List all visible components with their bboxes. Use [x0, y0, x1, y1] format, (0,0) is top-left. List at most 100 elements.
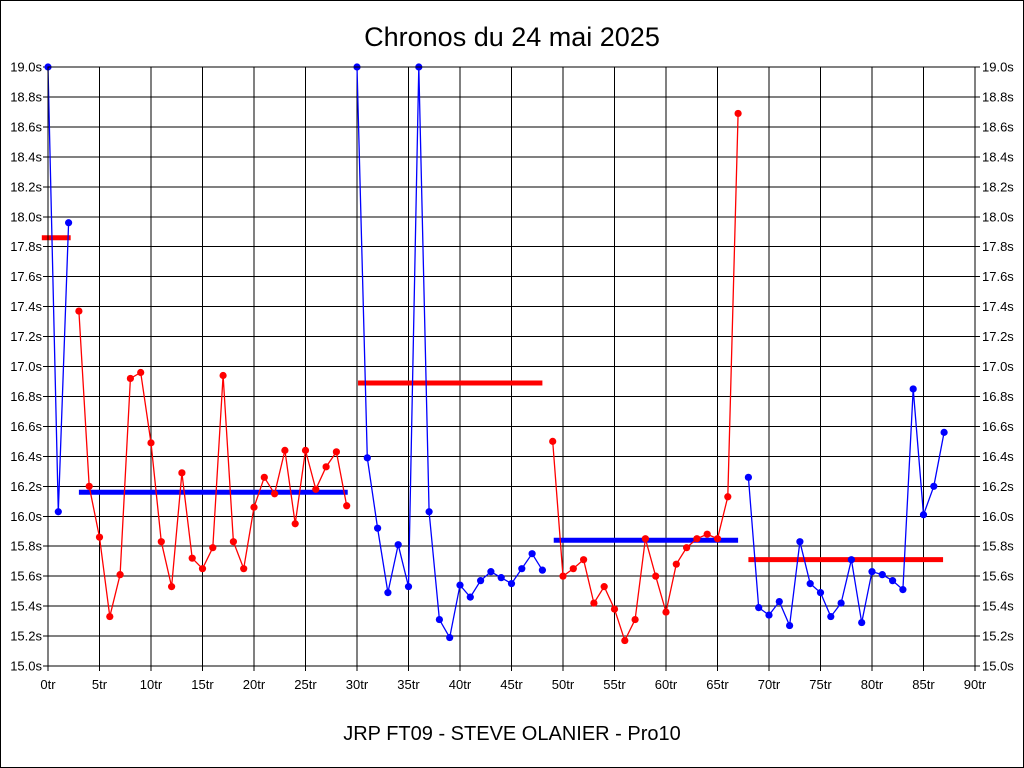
axis-labels-layer: 0tr 5tr 10tr 15tr 20tr 25tr 30tr 35tr 40tr 45tr 50… — [10, 60, 1014, 693]
lap-point — [343, 502, 351, 510]
x-axis-label: 15tr — [191, 677, 214, 692]
lap-point — [384, 589, 392, 597]
lap-point — [631, 615, 639, 624]
average-lines-layer — [41, 235, 944, 563]
lap-point — [858, 618, 866, 627]
lap-point — [683, 544, 691, 552]
x-axis-label: 25tr — [294, 677, 317, 692]
lap-point — [919, 511, 928, 519]
y-axis-label-left: 15.8s — [10, 539, 42, 554]
lap-point — [157, 538, 165, 546]
lap-point — [724, 493, 732, 501]
y-axis-label-right: 17.4s — [982, 299, 1014, 314]
lap-point — [147, 439, 155, 447]
lap-point — [549, 437, 557, 445]
y-axis-label-right: 16.4s — [982, 449, 1014, 464]
lap-point — [703, 530, 711, 538]
y-axis-label-right: 18.2s — [982, 179, 1014, 194]
lap-point — [580, 556, 588, 564]
lap-point — [65, 219, 73, 227]
x-axis-label: 55tr — [603, 677, 626, 692]
y-axis-label-left: 16.0s — [10, 509, 42, 524]
lap-point — [847, 556, 856, 564]
y-axis-label-left: 17.2s — [10, 329, 42, 344]
plot-frame — [47, 66, 976, 667]
y-axis-label-left: 18.8s — [10, 89, 42, 104]
y-axis-label-right: 16.0s — [982, 509, 1014, 524]
lap-point — [610, 605, 619, 613]
lap-point — [652, 572, 660, 580]
lap-point — [260, 473, 268, 481]
lap-point — [106, 612, 114, 621]
lap-point — [404, 583, 413, 591]
y-axis-label-right: 15.8s — [982, 539, 1014, 554]
lap-point — [435, 615, 443, 624]
y-axis-label-left: 18.2s — [10, 179, 42, 194]
lap-point — [641, 535, 650, 543]
lap-point — [672, 560, 680, 568]
y-axis-label-left: 15.4s — [10, 599, 42, 614]
lap-point — [755, 603, 763, 612]
lap-point — [837, 599, 845, 607]
lap-point — [54, 508, 62, 516]
lap-point — [693, 535, 701, 543]
lap-point — [126, 374, 134, 383]
lap-point — [528, 550, 536, 558]
lap-point — [466, 593, 474, 601]
y-axis-label-left: 15.0s — [10, 659, 42, 674]
lap-point — [878, 571, 886, 579]
lap-point — [487, 568, 495, 576]
chart-title: Chronos du 24 mai 2025 — [364, 22, 660, 52]
y-axis-label-left: 16.6s — [10, 419, 42, 434]
lap-point — [332, 448, 340, 456]
y-axis-label-right: 18.4s — [982, 149, 1014, 164]
lap-point — [322, 463, 330, 471]
x-axis-label: 85tr — [912, 677, 935, 692]
lap-point — [394, 541, 402, 549]
lap-point — [713, 535, 722, 543]
y-axis-label-left: 19.0s — [10, 60, 42, 75]
x-axis-label: 10tr — [140, 677, 163, 692]
lap-point — [240, 565, 248, 573]
y-axis-label-left: 18.0s — [10, 209, 42, 224]
lap-point — [899, 586, 907, 594]
lap-point — [209, 544, 217, 552]
y-axis-label-left: 18.6s — [10, 119, 42, 134]
y-axis-label-right: 16.2s — [982, 479, 1014, 494]
lap-point — [806, 580, 814, 588]
lap-point — [168, 583, 176, 591]
lap-point — [930, 482, 938, 490]
lap-point — [301, 446, 310, 454]
lap-point — [425, 508, 433, 516]
x-axis-label: 75tr — [809, 677, 832, 692]
lap-point — [662, 608, 670, 616]
y-axis-label-right: 18.8s — [982, 89, 1014, 104]
series-layer — [44, 63, 948, 645]
lap-point — [188, 554, 196, 562]
lap-point — [497, 574, 505, 582]
x-axis-label: 45tr — [500, 677, 523, 692]
lap-point — [198, 565, 207, 573]
x-axis-label: 70tr — [758, 677, 781, 692]
lap-point — [518, 565, 526, 573]
lap-point — [446, 633, 454, 642]
lap-point — [312, 485, 320, 493]
y-axis-label-left: 15.6s — [10, 569, 42, 584]
y-axis-label-right: 15.6s — [982, 569, 1014, 584]
lap-point — [816, 589, 825, 597]
lap-point — [85, 482, 93, 490]
lap-point — [281, 446, 289, 454]
series-line-run-5 — [747, 388, 945, 629]
x-axis-label: 30tr — [346, 677, 369, 692]
x-axis-label: 50tr — [552, 677, 575, 692]
lap-point — [538, 566, 547, 574]
lap-point — [786, 621, 794, 630]
lap-point — [219, 371, 227, 380]
x-axis-label: 5tr — [92, 677, 108, 692]
y-axis-label-right: 15.2s — [982, 629, 1014, 644]
lap-point — [868, 568, 876, 576]
y-axis-label-left: 17.8s — [10, 239, 42, 254]
lap-point — [374, 524, 382, 532]
